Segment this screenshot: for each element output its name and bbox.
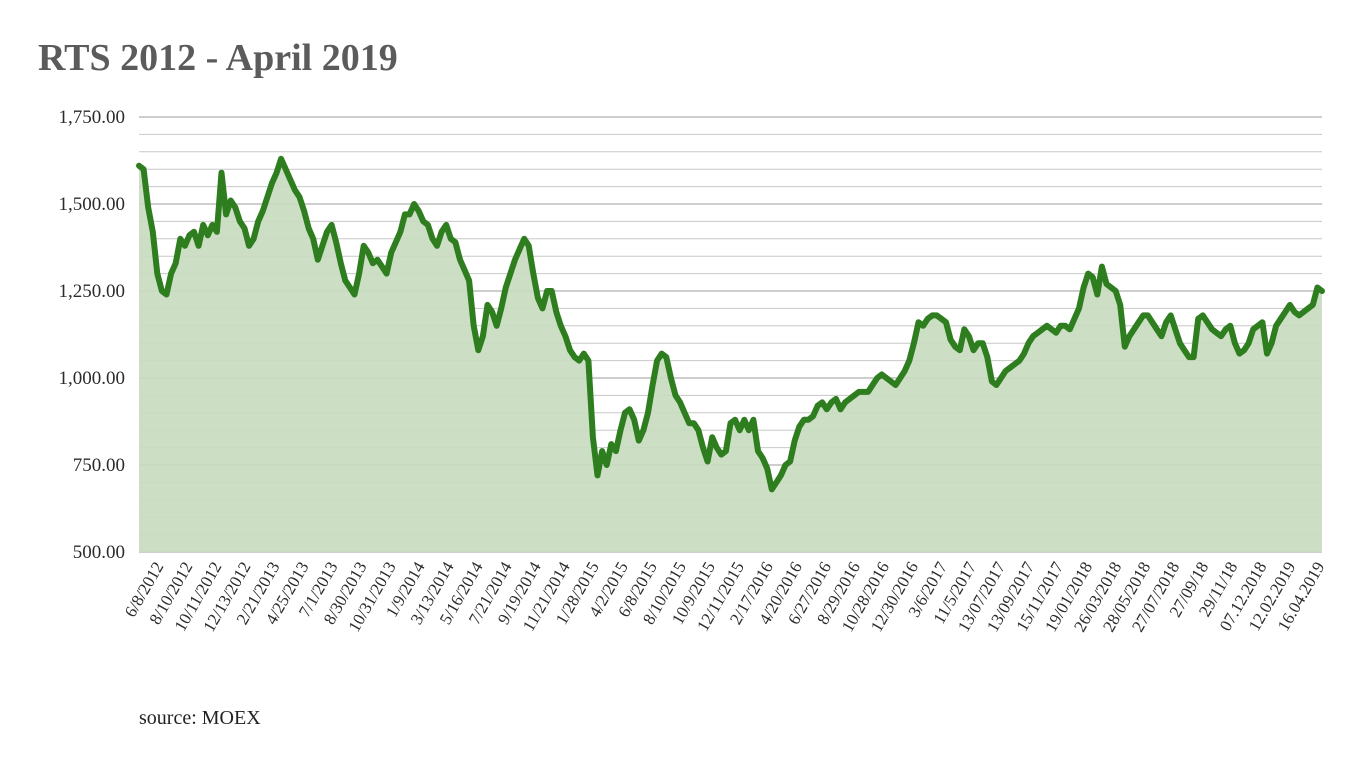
chart-title: RTS 2012 - April 2019 xyxy=(38,37,398,79)
series-line xyxy=(136,155,1325,493)
y-axis-ticks: 500.00 750.00 1,000.00 1,250.00 1,500.00 1,75… xyxy=(59,107,126,563)
y-tick-label: 1,000.00 xyxy=(59,368,126,389)
y-tick-label: 500.00 xyxy=(73,542,125,563)
y-tick-label: 750.00 xyxy=(73,455,125,476)
x-axis-ticks: 6/8/20128/10/201210/11/201212/13/20122/2… xyxy=(121,558,1329,635)
source-note: source: MOEX xyxy=(139,707,261,729)
y-tick-label: 1,250.00 xyxy=(59,281,126,302)
area-fill xyxy=(139,158,1322,553)
y-tick-label: 1,500.00 xyxy=(59,194,126,215)
y-tick-label: 1,750.00 xyxy=(59,107,126,128)
